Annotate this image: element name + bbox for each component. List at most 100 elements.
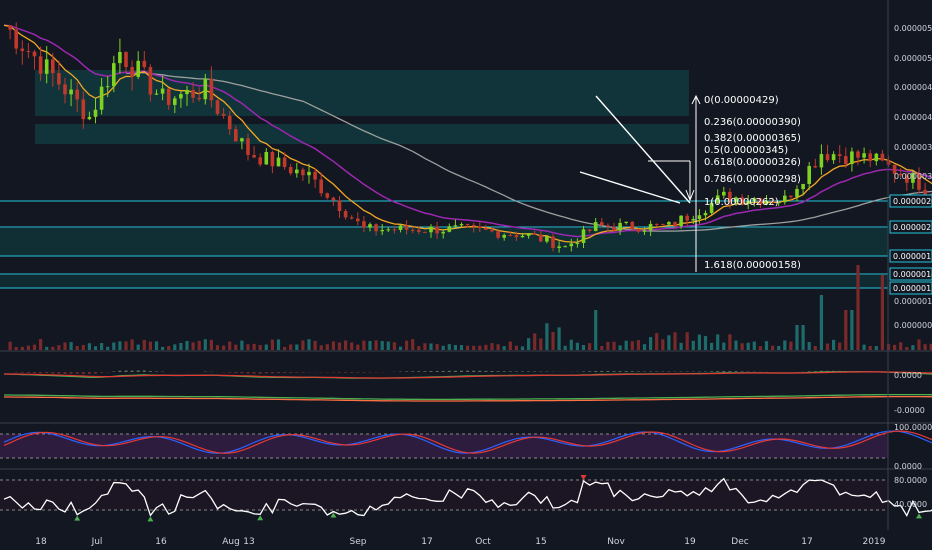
volume-bar [636, 340, 640, 350]
volume-bar [252, 343, 256, 350]
macd-histogram-bar [356, 372, 360, 373]
macd-histogram-bar [258, 372, 262, 374]
support-levels [0, 200, 888, 289]
candle-body [844, 156, 848, 165]
candle-body [880, 153, 885, 161]
macd-histogram-bar [252, 372, 256, 374]
volume-bar [344, 340, 348, 350]
candle-body [69, 89, 73, 95]
candle-body [75, 89, 79, 100]
volume-bar [764, 341, 769, 350]
fib-label: 0.618(0.00000326) [704, 157, 801, 168]
candle-body [850, 151, 854, 165]
candle-body [87, 116, 92, 120]
volume-bar [154, 341, 159, 350]
candle-body [783, 195, 787, 203]
level-price-label: 0.00000262 [893, 197, 932, 206]
rsi-buy-marker [74, 515, 81, 521]
fibonacci-retracement: 0(0.00000429) 0.236(0.00000390) 0.382(0.00… [691, 94, 801, 272]
candle-body [496, 231, 500, 238]
time-tick-label: Sep [350, 537, 367, 547]
macd-histogram-bar [514, 371, 518, 372]
stoch-tick-label: 0.0000 [894, 462, 922, 471]
macd-histogram-bar [582, 371, 585, 372]
macd-histogram-bar [447, 370, 451, 372]
candle-body [654, 223, 659, 225]
candle-body [209, 78, 214, 101]
candle-body [508, 234, 513, 236]
volume-bar [893, 344, 897, 350]
macd-histogram-bar [26, 372, 30, 373]
macd-histogram-bar [362, 372, 366, 373]
candle-body [746, 200, 750, 204]
stoch-d-line [3, 430, 932, 454]
macd-tick-label: -0.0000 [894, 406, 925, 415]
volume-bar [667, 335, 671, 350]
volume-bar [380, 341, 384, 350]
level-price-box [889, 267, 932, 281]
volume-bar [100, 343, 104, 350]
volume-bar [75, 346, 79, 350]
time-tick-label: 15 [535, 537, 546, 547]
volume-bar [453, 344, 457, 350]
candle-body [32, 51, 37, 57]
candle-body [203, 78, 208, 100]
volume-bar [276, 339, 281, 350]
volume-bar [167, 345, 171, 350]
macd-histogram-bar [338, 372, 341, 373]
macd-histogram-bar [472, 370, 476, 372]
candle-body [612, 226, 616, 231]
volume-bar [87, 343, 91, 350]
candle-body [276, 157, 281, 167]
price-tick-label: 0.00000400 [894, 113, 932, 122]
candle-body [331, 197, 336, 201]
macd-histogram-bar [740, 371, 744, 372]
volume-bar [459, 345, 464, 350]
volume-bar [545, 323, 549, 350]
level-price-label: 0.00000120 [893, 284, 932, 293]
volume-bar [740, 343, 744, 350]
fib-label: 0.236(0.00000390) [704, 117, 801, 128]
wedge-upper-line [595, 95, 691, 204]
volume-bar [472, 345, 476, 350]
macd-histogram-bar [710, 371, 714, 372]
volume-bar [880, 275, 884, 350]
macd-long-line [4, 393, 932, 401]
rsi-tick-label: 80.0000 [894, 476, 927, 485]
volume-bar [466, 345, 470, 350]
candle-body [264, 151, 269, 165]
time-tick-label: Nov [607, 537, 625, 547]
volume-bar [917, 339, 921, 350]
candle-body [813, 166, 818, 168]
macd-histogram-bar [148, 371, 152, 372]
volume-bar [569, 339, 573, 350]
candle-body [26, 51, 31, 53]
candle-body [728, 191, 732, 203]
volume-bar [215, 345, 220, 350]
candle-body [471, 225, 476, 227]
fib-label: 0(0.00000429) [704, 95, 779, 106]
macd-histogram-bar [807, 371, 811, 372]
macd-histogram-bar [118, 370, 122, 372]
candle-body [441, 231, 445, 234]
rsi-buy-marker [257, 515, 264, 521]
candle-body [520, 235, 525, 238]
volume-bar [289, 344, 293, 350]
candle-body [136, 60, 140, 77]
macd-histogram-bar [100, 372, 104, 373]
candle-body [795, 189, 799, 198]
volume-bar [417, 346, 421, 350]
wedge-lower-line [579, 171, 681, 204]
zone-deep-support [0, 275, 888, 288]
volume-bar [51, 346, 55, 350]
candle-body [532, 233, 537, 235]
candle-body [600, 222, 604, 226]
volume-bar [295, 344, 299, 350]
volume-bar [264, 344, 268, 350]
candle-body [368, 224, 372, 228]
macd-histogram-bar [502, 371, 506, 372]
candle-body [764, 200, 769, 205]
volume-bar [533, 333, 537, 350]
candle-body [118, 52, 122, 64]
